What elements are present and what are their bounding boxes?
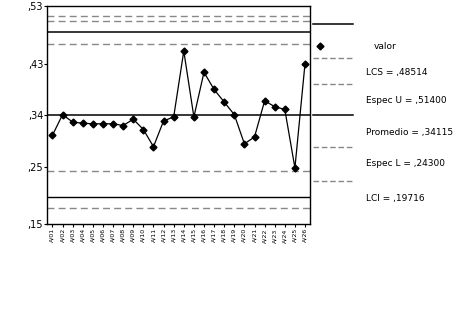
Text: valor: valor <box>374 42 396 51</box>
Text: LCI = ,19716: LCI = ,19716 <box>366 194 424 203</box>
Text: Espec U = ,51400: Espec U = ,51400 <box>366 96 447 105</box>
Text: Promedio = ,34115: Promedio = ,34115 <box>366 128 453 137</box>
Text: Espec L = ,24300: Espec L = ,24300 <box>366 159 445 168</box>
Text: LCS = ,48514: LCS = ,48514 <box>366 68 427 77</box>
